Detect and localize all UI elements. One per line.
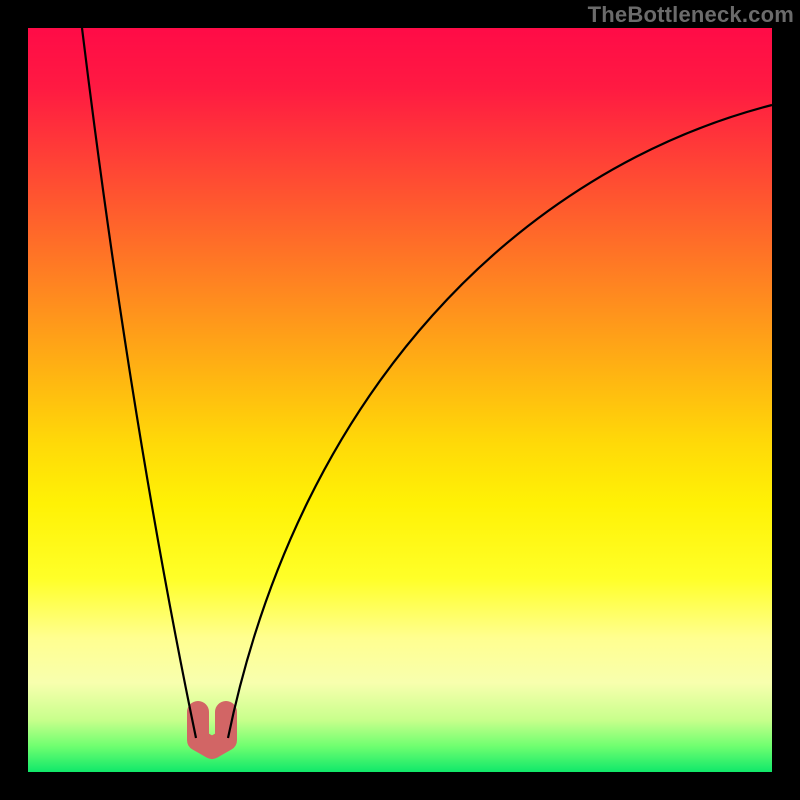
attribution-text: TheBottleneck.com [588,2,794,28]
bottleneck-chart: TheBottleneck.com [0,0,800,800]
chart-canvas [0,0,800,800]
gradient-background [28,28,772,772]
